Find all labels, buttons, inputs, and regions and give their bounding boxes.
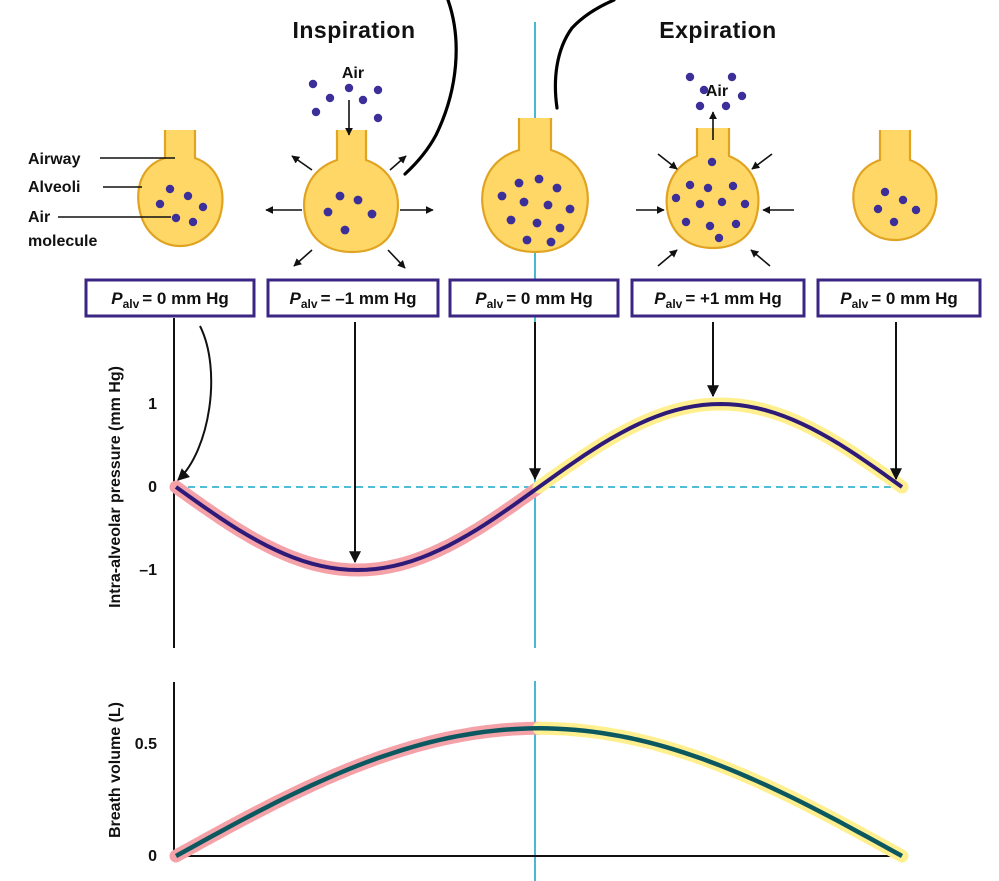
pressure-inspiration-highlight xyxy=(169,480,546,577)
pressure-box-2: Palv = –1 mm Hg xyxy=(266,278,440,318)
airway-label: Airway xyxy=(28,151,81,168)
svg-text:Palv= 0 mm Hg: Palv = 0 mm Hg xyxy=(475,289,592,311)
alveolus-rest-end xyxy=(852,130,938,242)
pressure-tick-minus-1: –1 xyxy=(139,562,157,579)
alveolus-end-inspiration xyxy=(481,118,589,254)
air-molecule-label-line1: Air xyxy=(28,209,50,226)
svg-text:Palv= –1 mm Hg: Palv = –1 mm Hg xyxy=(290,289,417,311)
volume-tick-0-5: 0.5 xyxy=(135,736,157,753)
expiration-title: Expiration xyxy=(659,17,776,43)
divider-gap xyxy=(530,648,540,681)
pressure-chart: 1 0 –1 Intra-alveolar pressure (mm Hg) xyxy=(107,330,909,648)
svg-text:Palv= 0 mm Hg: Palv = 0 mm Hg xyxy=(840,289,957,311)
pressure-tick-0: 0 xyxy=(148,479,157,496)
handwritten-stroke-left xyxy=(403,0,458,176)
pressure-tick-1: 1 xyxy=(148,396,157,413)
pressure-y-axis-label: Intra-alveolar pressure (mm Hg) xyxy=(107,366,124,608)
svg-text:Palv= 0 mm Hg: Palv = 0 mm Hg xyxy=(111,289,228,311)
alveolus-inspiring xyxy=(265,79,434,269)
volume-expiration-highlight xyxy=(532,721,909,863)
pressure-series-line xyxy=(174,401,904,573)
alveoli-label: Alveoli xyxy=(28,179,80,196)
volume-series-line xyxy=(174,726,904,858)
volume-inspiration-highlight xyxy=(169,721,546,863)
volume-y-axis-label: Breath volume (L) xyxy=(107,702,124,838)
pressure-expiration-highlight xyxy=(532,397,909,494)
air-molecule-label-line2: molecule xyxy=(28,233,97,250)
pressure-box-5: Palv = 0 mm Hg xyxy=(816,278,982,318)
svg-text:Palv= +1 mm Hg: Palv = +1 mm Hg xyxy=(654,289,781,311)
volume-tick-0: 0 xyxy=(148,848,157,865)
inspiration-title: Inspiration xyxy=(292,17,415,43)
pressure-box-3: Palv = 0 mm Hg xyxy=(448,278,620,318)
volume-chart: 0.5 0 Breath volume (L) xyxy=(107,682,909,865)
air-in-label: Air xyxy=(342,65,364,82)
pressure-box-4: Palv = +1 mm Hg xyxy=(630,278,806,318)
arrow-box1-curved xyxy=(177,325,213,481)
pressure-box-1: Palv = 0 mm Hg xyxy=(84,278,256,318)
alveolus-rest-start xyxy=(137,130,224,248)
alveolus-expiring xyxy=(636,72,794,267)
box-to-curve-arrows xyxy=(173,318,902,564)
air-out-label: Air xyxy=(706,83,728,100)
handwritten-stroke-right xyxy=(553,0,616,110)
